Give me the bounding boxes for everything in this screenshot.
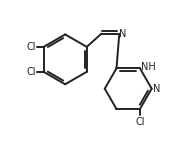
Text: N: N	[119, 29, 126, 39]
Text: N: N	[153, 84, 160, 94]
Text: Cl: Cl	[135, 117, 145, 127]
Text: Cl: Cl	[27, 67, 36, 77]
Text: NH: NH	[141, 62, 156, 72]
Text: Cl: Cl	[27, 42, 36, 52]
